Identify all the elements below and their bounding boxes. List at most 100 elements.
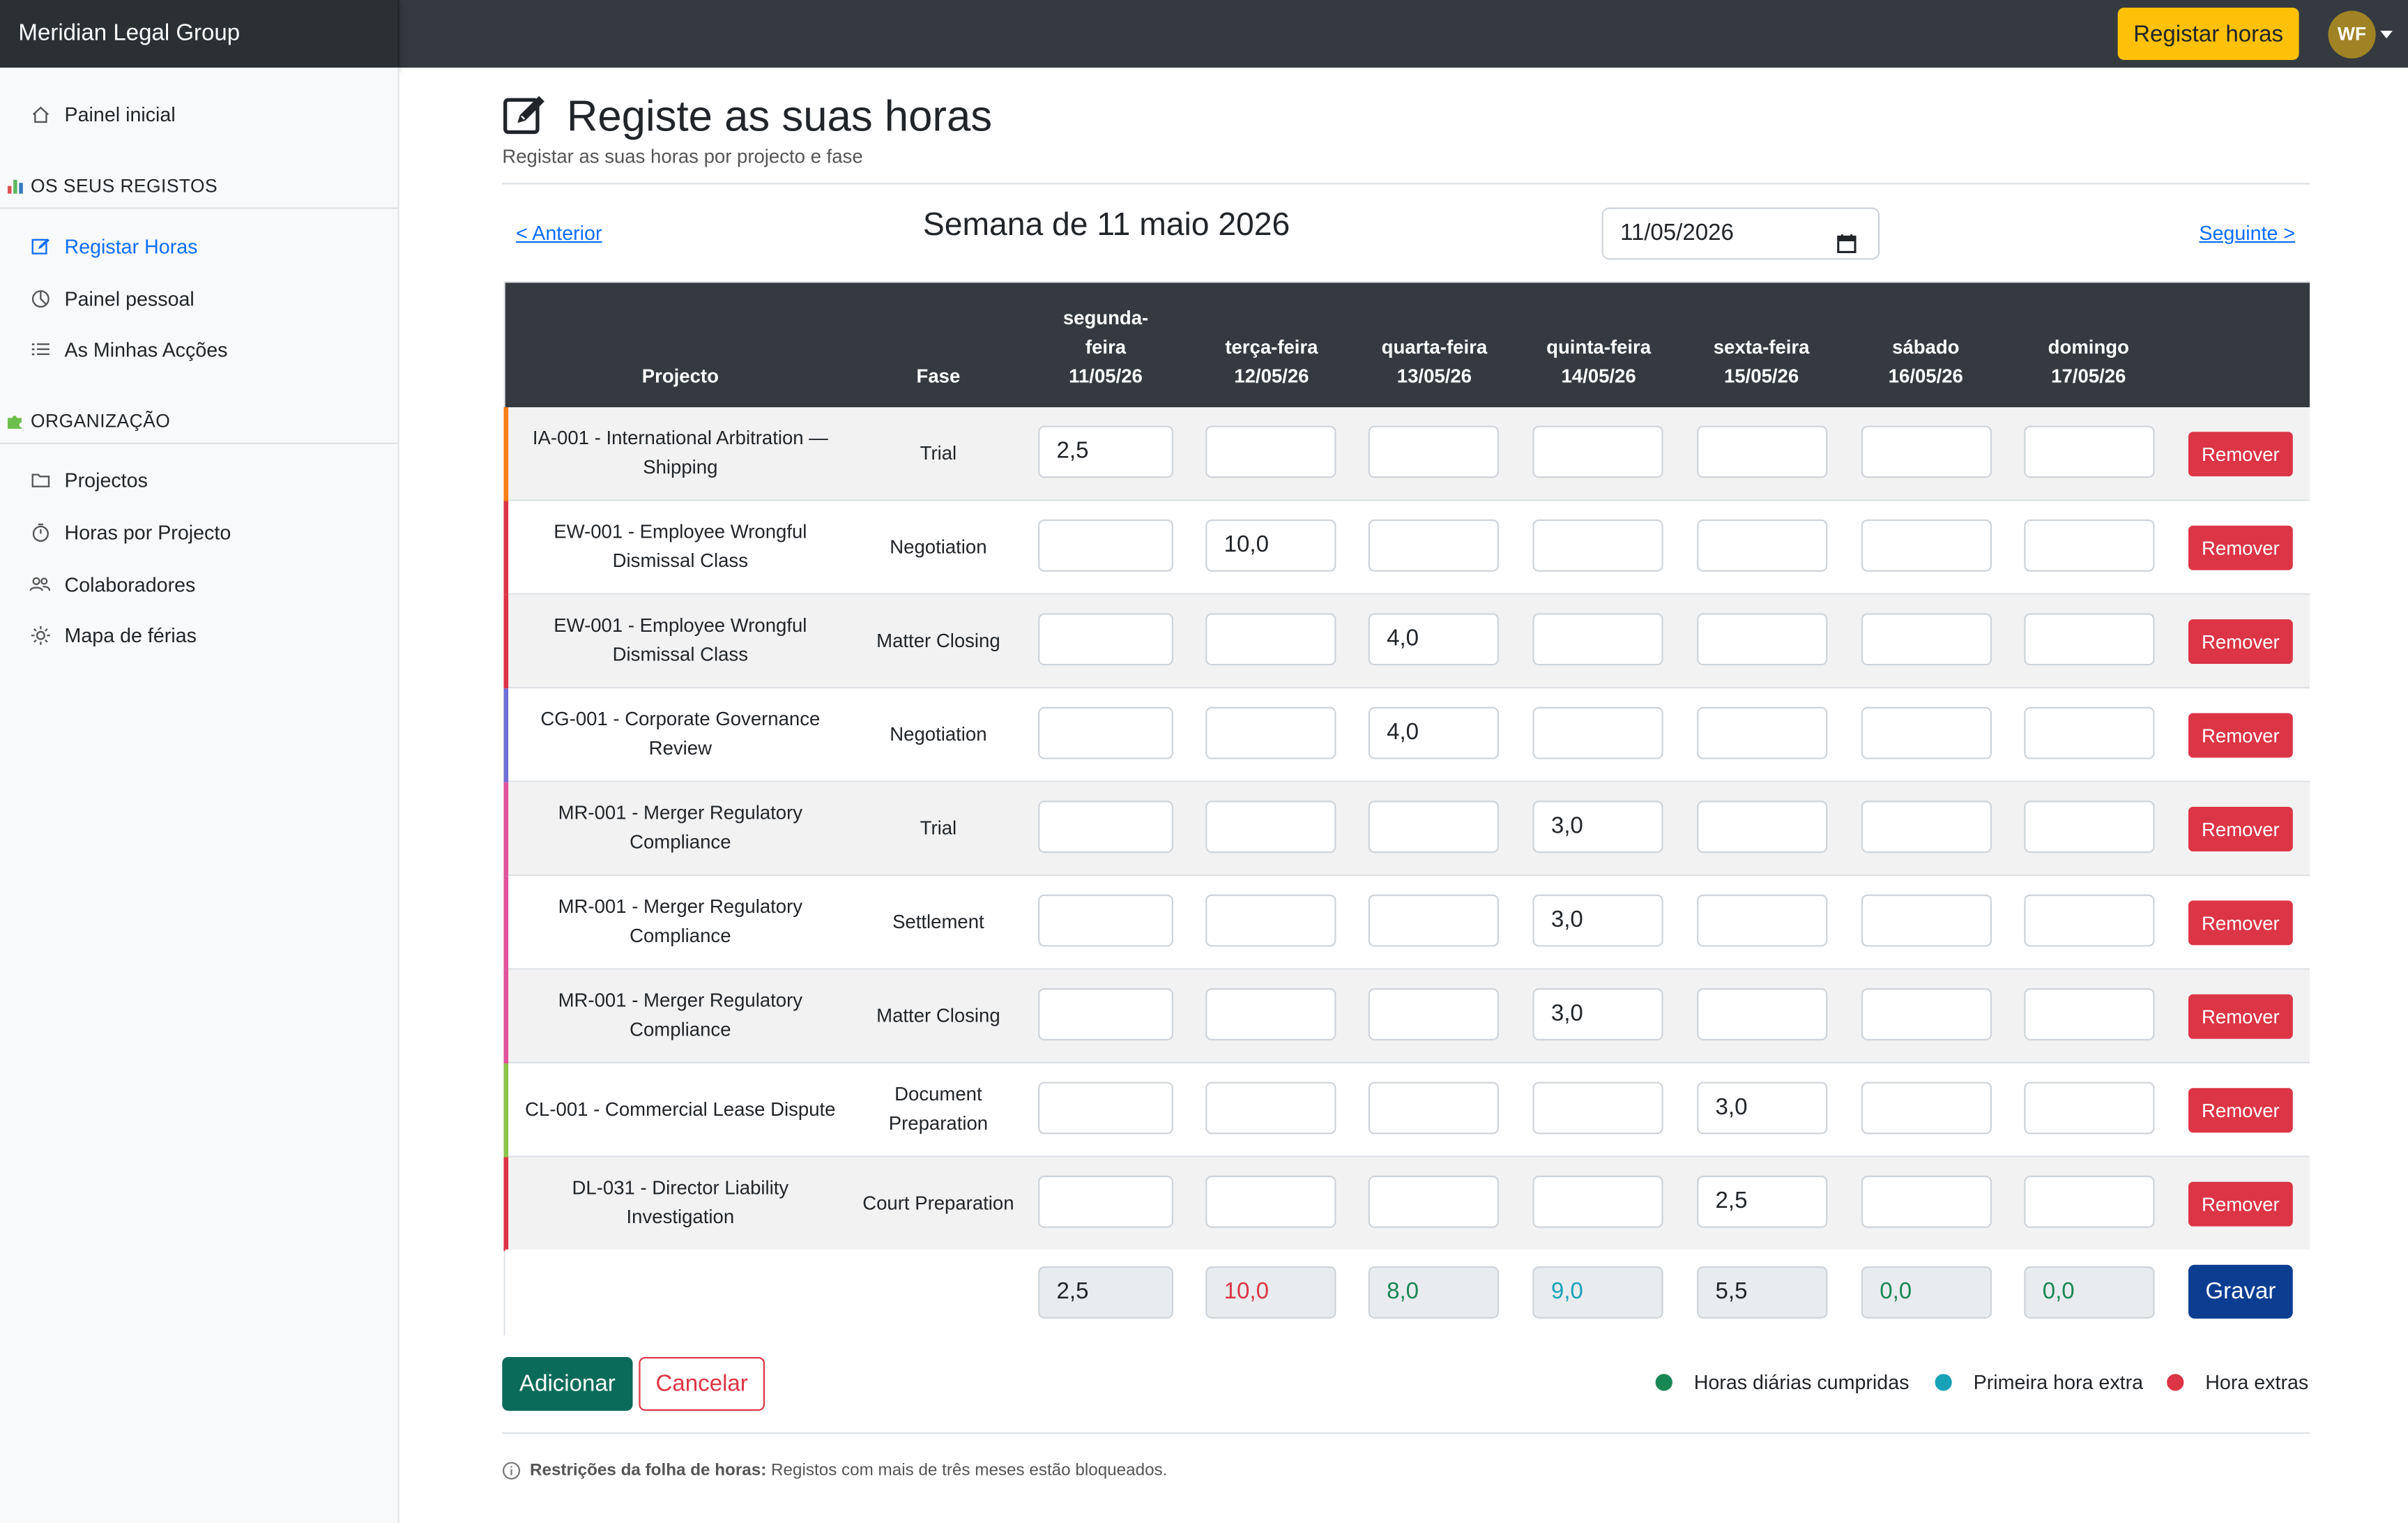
hours-input[interactable] bbox=[1697, 519, 1828, 572]
page-subtitle: Registar as suas horas por projecto e fa… bbox=[502, 146, 863, 168]
hours-input[interactable]: 3,0 bbox=[1532, 894, 1663, 947]
hours-input[interactable] bbox=[1205, 613, 1336, 666]
remove-row-button[interactable]: Remover bbox=[2188, 900, 2293, 946]
remove-row-button[interactable]: Remover bbox=[2188, 994, 2293, 1039]
sidebar-item-minhas-accoes[interactable]: As Minhas Acções bbox=[28, 332, 228, 365]
hours-input[interactable] bbox=[1861, 519, 1992, 572]
hours-input[interactable]: 2,5 bbox=[1038, 425, 1173, 478]
hours-input[interactable] bbox=[1038, 1082, 1173, 1135]
remove-row-button[interactable]: Remover bbox=[2188, 619, 2293, 665]
hours-input[interactable] bbox=[1368, 894, 1499, 947]
hours-input[interactable] bbox=[1697, 988, 1828, 1040]
hours-input[interactable] bbox=[1697, 706, 1828, 759]
hours-input[interactable] bbox=[1861, 801, 1992, 854]
sidebar-item-horas-por-projecto[interactable]: Horas por Projecto bbox=[28, 515, 231, 548]
hours-input[interactable] bbox=[2024, 1175, 2155, 1228]
hours-input[interactable] bbox=[2024, 988, 2155, 1040]
hours-input[interactable] bbox=[2024, 894, 2155, 947]
hours-input[interactable] bbox=[1368, 425, 1499, 478]
hours-input[interactable] bbox=[1532, 1175, 1663, 1228]
hours-input[interactable]: 3,0 bbox=[1697, 1082, 1828, 1135]
sidebar: Painel inicial OS SEUS REGISTOS Registar… bbox=[0, 67, 399, 1523]
remove-row-button[interactable]: Remover bbox=[2188, 1088, 2293, 1133]
hours-input[interactable]: 3,0 bbox=[1532, 801, 1663, 854]
hours-input[interactable] bbox=[1861, 613, 1992, 666]
day-date: 14/05/26 bbox=[1561, 365, 1636, 388]
hours-input[interactable]: 4,0 bbox=[1368, 706, 1499, 759]
hours-input[interactable] bbox=[1038, 1175, 1173, 1228]
calendar-icon[interactable] bbox=[1837, 223, 1857, 253]
hours-input[interactable] bbox=[1368, 1175, 1499, 1228]
day-date: 16/05/26 bbox=[1888, 365, 1963, 388]
table-row: MR-001 - Merger Regulatory Compliance Tri… bbox=[503, 782, 2310, 877]
hours-input[interactable]: 10,0 bbox=[1205, 519, 1336, 572]
project-color-bar bbox=[503, 594, 509, 689]
hours-input[interactable] bbox=[1532, 1082, 1663, 1135]
divider bbox=[0, 442, 398, 444]
sidebar-item-painel-pessoal[interactable]: Painel pessoal bbox=[28, 281, 195, 315]
sidebar-item-projectos[interactable]: Projectos bbox=[28, 462, 148, 496]
cancel-button[interactable]: Cancelar bbox=[639, 1356, 765, 1411]
next-week-link[interactable]: Seguinte > bbox=[2199, 221, 2296, 245]
user-avatar[interactable]: WF bbox=[2328, 10, 2376, 59]
hours-input[interactable] bbox=[1861, 1175, 1992, 1228]
hours-input[interactable] bbox=[2024, 801, 2155, 854]
hours-input[interactable] bbox=[2024, 613, 2155, 666]
hours-input[interactable] bbox=[1038, 988, 1173, 1040]
remove-row-button[interactable]: Remover bbox=[2188, 432, 2293, 477]
hours-input[interactable] bbox=[1205, 425, 1336, 478]
sidebar-item-mapa-ferias[interactable]: Mapa de férias bbox=[28, 618, 197, 651]
hours-input[interactable] bbox=[1697, 613, 1828, 666]
hours-input[interactable] bbox=[2024, 1082, 2155, 1135]
previous-week-link[interactable]: < Anterior bbox=[516, 221, 602, 245]
hours-input[interactable] bbox=[2024, 706, 2155, 759]
hours-input[interactable] bbox=[1697, 425, 1828, 478]
hours-input[interactable] bbox=[1861, 706, 1992, 759]
sidebar-item-colaboradores[interactable]: Colaboradores bbox=[28, 567, 196, 600]
brand-name[interactable]: Meridian Legal Group bbox=[0, 0, 399, 68]
hours-input[interactable]: 4,0 bbox=[1368, 613, 1499, 666]
hours-input[interactable]: 3,0 bbox=[1532, 988, 1663, 1040]
hours-input[interactable]: 2,5 bbox=[1697, 1175, 1828, 1228]
hours-input[interactable] bbox=[1368, 1082, 1499, 1135]
hours-input[interactable] bbox=[1368, 988, 1499, 1040]
hours-input[interactable] bbox=[1205, 988, 1336, 1040]
hours-input[interactable] bbox=[1861, 425, 1992, 478]
hours-input[interactable] bbox=[1205, 706, 1336, 759]
hours-input[interactable] bbox=[1038, 706, 1173, 759]
date-picker-input[interactable]: 11/05/2026 bbox=[1601, 207, 1880, 260]
hours-input[interactable] bbox=[1038, 519, 1173, 572]
hours-input[interactable] bbox=[1532, 519, 1663, 572]
remove-row-button[interactable]: Remover bbox=[2188, 806, 2293, 851]
save-button[interactable]: Gravar bbox=[2188, 1264, 2293, 1319]
add-button[interactable]: Adicionar bbox=[502, 1356, 633, 1411]
remove-row-button[interactable]: Remover bbox=[2188, 525, 2293, 570]
hours-input[interactable] bbox=[2024, 425, 2155, 478]
hours-input[interactable] bbox=[1532, 706, 1663, 759]
hours-input[interactable] bbox=[1205, 894, 1336, 947]
hours-input[interactable] bbox=[1205, 1175, 1336, 1228]
chevron-down-icon[interactable] bbox=[2380, 31, 2393, 39]
hours-input[interactable] bbox=[1368, 519, 1499, 572]
hours-input[interactable] bbox=[1368, 801, 1499, 854]
hours-input[interactable] bbox=[1861, 1082, 1992, 1135]
sidebar-item-home[interactable]: Painel inicial bbox=[28, 97, 176, 130]
hours-input[interactable] bbox=[1038, 613, 1173, 666]
hours-input[interactable] bbox=[1861, 988, 1992, 1040]
hours-input[interactable] bbox=[2024, 519, 2155, 572]
hours-input[interactable] bbox=[1205, 801, 1336, 854]
hours-input[interactable] bbox=[1697, 801, 1828, 854]
bar-chart-icon bbox=[6, 176, 24, 195]
hours-input[interactable] bbox=[1038, 894, 1173, 947]
hours-input[interactable] bbox=[1532, 425, 1663, 478]
hours-input[interactable] bbox=[1861, 894, 1992, 947]
sidebar-item-registar-horas[interactable]: Registar Horas bbox=[28, 229, 198, 262]
hours-input[interactable] bbox=[1532, 613, 1663, 666]
hours-input[interactable] bbox=[1697, 894, 1828, 947]
remove-row-button[interactable]: Remover bbox=[2188, 1181, 2293, 1227]
hours-input[interactable] bbox=[1205, 1082, 1336, 1135]
people-icon bbox=[28, 572, 52, 596]
remove-row-button[interactable]: Remover bbox=[2188, 713, 2293, 758]
hours-input[interactable] bbox=[1038, 801, 1173, 854]
register-hours-button[interactable]: Registar horas bbox=[2117, 8, 2299, 60]
